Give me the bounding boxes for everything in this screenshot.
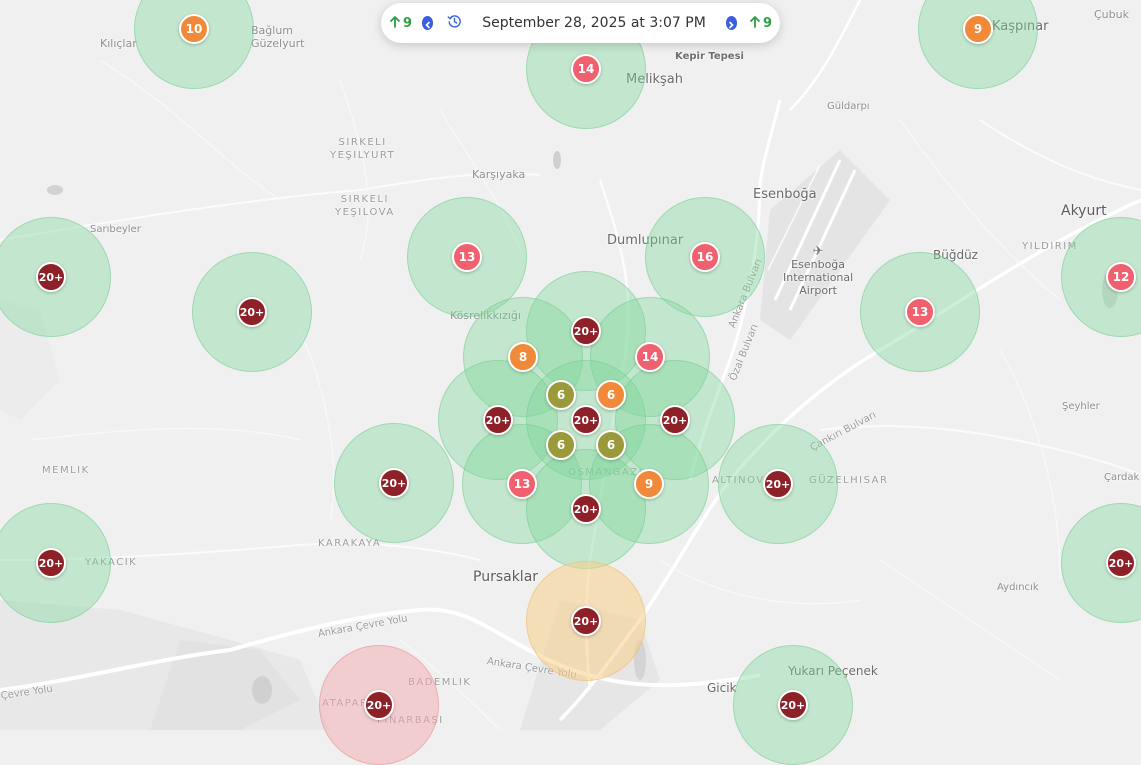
place-name: Güzelyurt <box>251 37 305 50</box>
cluster-marker[interactable]: 6 <box>546 430 576 460</box>
cluster-marker[interactable]: 20+ <box>571 316 601 346</box>
place-name: Esenboğa <box>791 258 846 271</box>
cluster-marker[interactable]: 13 <box>507 469 537 499</box>
cluster-marker[interactable]: 16 <box>690 242 720 272</box>
cluster-marker[interactable]: 6 <box>596 380 626 410</box>
airport-icon: ✈ <box>812 244 824 259</box>
cluster-marker[interactable]: 20+ <box>483 405 513 435</box>
place-label: Akyurt <box>1061 203 1107 219</box>
cluster-marker[interactable]: 9 <box>963 14 993 44</box>
cluster-marker[interactable]: 13 <box>452 242 482 272</box>
cluster-marker[interactable]: 20+ <box>36 548 66 578</box>
place-label: ✈ Esenboğa International Airport <box>783 245 853 297</box>
place-label: Bağlum Güzelyurt <box>251 24 304 50</box>
chevron-left-icon <box>424 14 432 33</box>
place-label: SIRKELI YEŞILOVA <box>335 193 395 219</box>
time-control-bar: 9 September 28, 2025 at 3:07 PM 9 <box>381 3 780 43</box>
cluster-marker[interactable]: 13 <box>905 297 935 327</box>
cluster-marker[interactable]: 20+ <box>778 690 808 720</box>
cluster-marker[interactable]: 20+ <box>1106 548 1136 578</box>
place-label: KARAKAYA <box>318 538 382 549</box>
place-label: Şeyhler <box>1062 401 1100 412</box>
arrow-up-icon <box>389 15 403 32</box>
place-label: Güldarpı <box>827 101 870 112</box>
place-name: Bağlum <box>251 24 294 37</box>
cluster-marker[interactable]: 6 <box>596 430 626 460</box>
place-label: Esenboğa <box>753 187 817 202</box>
place-name: YEŞILYURT <box>330 150 396 161</box>
cluster-marker[interactable]: 20+ <box>571 606 601 636</box>
current-datetime: September 28, 2025 at 3:07 PM <box>482 15 706 31</box>
place-name: International <box>783 271 854 284</box>
cluster-marker[interactable]: 6 <box>546 380 576 410</box>
cluster-marker[interactable]: 9 <box>634 469 664 499</box>
cluster-marker[interactable]: 20+ <box>379 468 409 498</box>
cluster-marker[interactable]: 10 <box>179 14 209 44</box>
trend-indicator-left: 9 <box>389 15 412 32</box>
previous-time-button[interactable] <box>422 14 434 33</box>
clock-history-icon <box>447 14 462 33</box>
place-label: Kılıçlar <box>100 37 137 50</box>
place-label: YILDIRIM <box>1022 241 1078 252</box>
place-label: BADEMLIK <box>408 677 472 688</box>
cluster-marker[interactable]: 20+ <box>660 405 690 435</box>
cluster-marker[interactable]: 20+ <box>571 494 601 524</box>
cluster-marker[interactable]: 8 <box>508 342 538 372</box>
chevron-right-icon <box>727 14 735 33</box>
place-label: MEMLIK <box>42 465 90 476</box>
place-name: Airport <box>799 284 837 297</box>
cluster-marker[interactable]: 12 <box>1106 262 1136 292</box>
place-name: YEŞILOVA <box>335 207 395 218</box>
place-label: Çubuk <box>1094 8 1129 21</box>
place-label: Aydıncık <box>997 582 1039 593</box>
trend-value: 9 <box>762 15 772 31</box>
place-label: Karşıyaka <box>472 168 526 181</box>
history-button[interactable] <box>447 14 462 33</box>
next-time-button[interactable] <box>725 14 737 33</box>
trend-indicator-right: 9 <box>749 15 772 32</box>
cluster-marker[interactable]: 14 <box>571 54 601 84</box>
cluster-marker[interactable]: 20+ <box>571 405 601 435</box>
place-label: Sarıbeyler <box>90 224 141 235</box>
cluster-marker[interactable]: 14 <box>635 342 665 372</box>
arrow-up-icon <box>749 15 763 32</box>
place-name: SIRKELI <box>338 137 387 148</box>
place-label: GÜZELHISAR <box>809 475 889 486</box>
place-label: SIRKELI YEŞILYURT <box>330 136 395 162</box>
cluster-marker[interactable]: 20+ <box>763 469 793 499</box>
place-label: Gicik <box>707 681 737 695</box>
place-name: SIRKELI <box>340 194 389 205</box>
place-label: Kepir Tepesi <box>675 51 744 62</box>
cluster-marker[interactable]: 20+ <box>36 262 66 292</box>
place-label: Çardak <box>1104 472 1140 483</box>
trend-value: 9 <box>403 15 413 31</box>
place-label: Pursaklar <box>473 569 539 585</box>
cluster-marker[interactable]: 20+ <box>237 297 267 327</box>
cluster-marker[interactable]: 20+ <box>364 690 394 720</box>
